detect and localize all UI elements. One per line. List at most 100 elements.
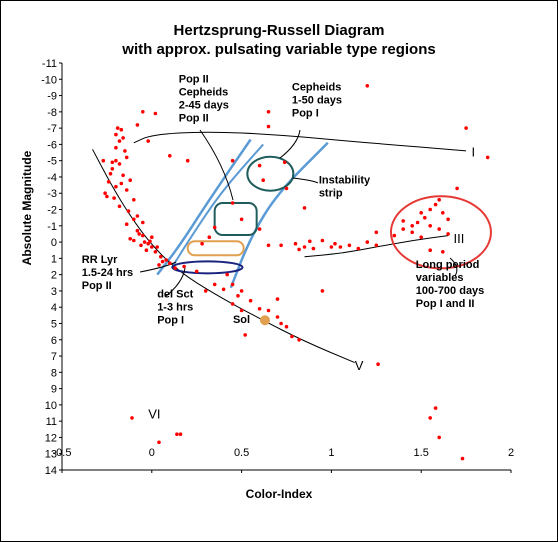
star-point (401, 227, 406, 231)
star-point (428, 416, 433, 420)
x-axis-label: Color-Index (245, 487, 313, 501)
y-tick-label: 14 (45, 465, 57, 477)
star-point (302, 245, 307, 249)
annotation-long-period: Long period variables 100-700 days Pop I an… (416, 259, 485, 310)
del-sct-region (171, 260, 244, 275)
annotation-line: 1.5-24 hrs (82, 267, 133, 279)
y-tick-label: 1 (51, 253, 57, 265)
star-point (446, 232, 450, 236)
star-point (135, 214, 140, 218)
long-period-region (389, 195, 492, 270)
y-tick-label: 6 (51, 335, 57, 347)
star-point (455, 186, 459, 191)
star-point (441, 250, 445, 254)
star-point (164, 258, 168, 262)
star-point (428, 224, 433, 228)
annotation-line: 1-50 days (292, 95, 342, 107)
x-tick-label: 1.5 (414, 447, 429, 459)
y-tick-label: 5 (51, 318, 57, 330)
instability-strip-left-edge (156, 138, 252, 276)
star-point (153, 250, 158, 254)
star-point (311, 246, 316, 251)
sequence-line-i (133, 131, 467, 152)
star-point (266, 308, 271, 313)
star-point (110, 160, 115, 165)
leader-pop2-cepheids (199, 129, 234, 201)
star-point (365, 240, 370, 244)
instability-strip-inner-line (170, 143, 264, 269)
star-point (132, 217, 136, 222)
star-point (338, 245, 343, 249)
annotation-line: strip (319, 187, 343, 199)
star-point (150, 245, 154, 249)
star-point (282, 160, 287, 165)
star-point (257, 163, 262, 168)
x-tick-label: 2 (508, 447, 514, 459)
star-point (105, 194, 109, 199)
star-point (168, 261, 172, 266)
star-point (142, 240, 147, 244)
star-point (257, 307, 262, 311)
leader-rr-lyr (139, 261, 177, 273)
star-point (119, 127, 124, 132)
y-tick-label: -4 (47, 172, 57, 184)
star-point (446, 217, 450, 222)
sequence-label-i: I (471, 145, 475, 160)
star-point (230, 282, 235, 287)
star-point (114, 132, 118, 137)
star-point (212, 225, 217, 230)
star-point (207, 235, 212, 239)
star-point (437, 227, 442, 231)
star-point (117, 162, 122, 166)
sequence-label-vi: VI (148, 407, 160, 422)
star-point (114, 158, 118, 163)
star-point (410, 230, 415, 235)
star-point (374, 243, 379, 248)
annotation-line: Cepheids (179, 87, 229, 99)
y-tick-label: -1 (47, 221, 57, 233)
star-point (356, 246, 361, 251)
annotation-line: Pop II (179, 113, 209, 125)
y-tick-label: -10 (41, 74, 57, 86)
annotation-line: RR Lyr (82, 254, 118, 266)
annotation-rr-lyr: RR Lyr 1.5-24 hrs Pop II (82, 254, 133, 292)
star-point (419, 211, 424, 215)
star-point (415, 220, 420, 225)
star-point (230, 201, 235, 205)
star-point (135, 228, 140, 233)
x-tick-label: 1 (328, 447, 334, 459)
star-point (124, 188, 129, 192)
star-point (266, 243, 271, 248)
star-point (173, 266, 177, 270)
star-point (175, 432, 179, 437)
x-tick-label: -0.5 (53, 447, 72, 459)
star-point (225, 272, 229, 277)
star-point (297, 247, 301, 252)
star-point (128, 178, 132, 182)
star-point (115, 126, 120, 130)
annotation-line: del Sct (157, 288, 193, 300)
star-point (239, 289, 244, 293)
star-point (284, 324, 289, 329)
x-tick-label: 0.5 (234, 447, 249, 459)
star-point (157, 263, 161, 267)
y-tick-label: 10 (45, 400, 57, 412)
annotation-instability-strip: Instability strip (319, 174, 371, 199)
annotation-line: Pop II (82, 280, 112, 292)
star-point (437, 435, 442, 440)
y-tick-label: 8 (51, 367, 57, 379)
star-point (248, 298, 253, 303)
star-point (117, 204, 122, 209)
star-point (275, 315, 280, 319)
star-point (146, 139, 150, 143)
star-point (279, 321, 283, 326)
star-point (308, 239, 312, 244)
star-point (153, 111, 158, 116)
star-point (150, 235, 154, 239)
star-point (279, 243, 283, 248)
y-tick-label: 4 (51, 302, 57, 314)
star-point (103, 191, 107, 195)
star-point (297, 338, 301, 342)
star-point (148, 239, 152, 244)
